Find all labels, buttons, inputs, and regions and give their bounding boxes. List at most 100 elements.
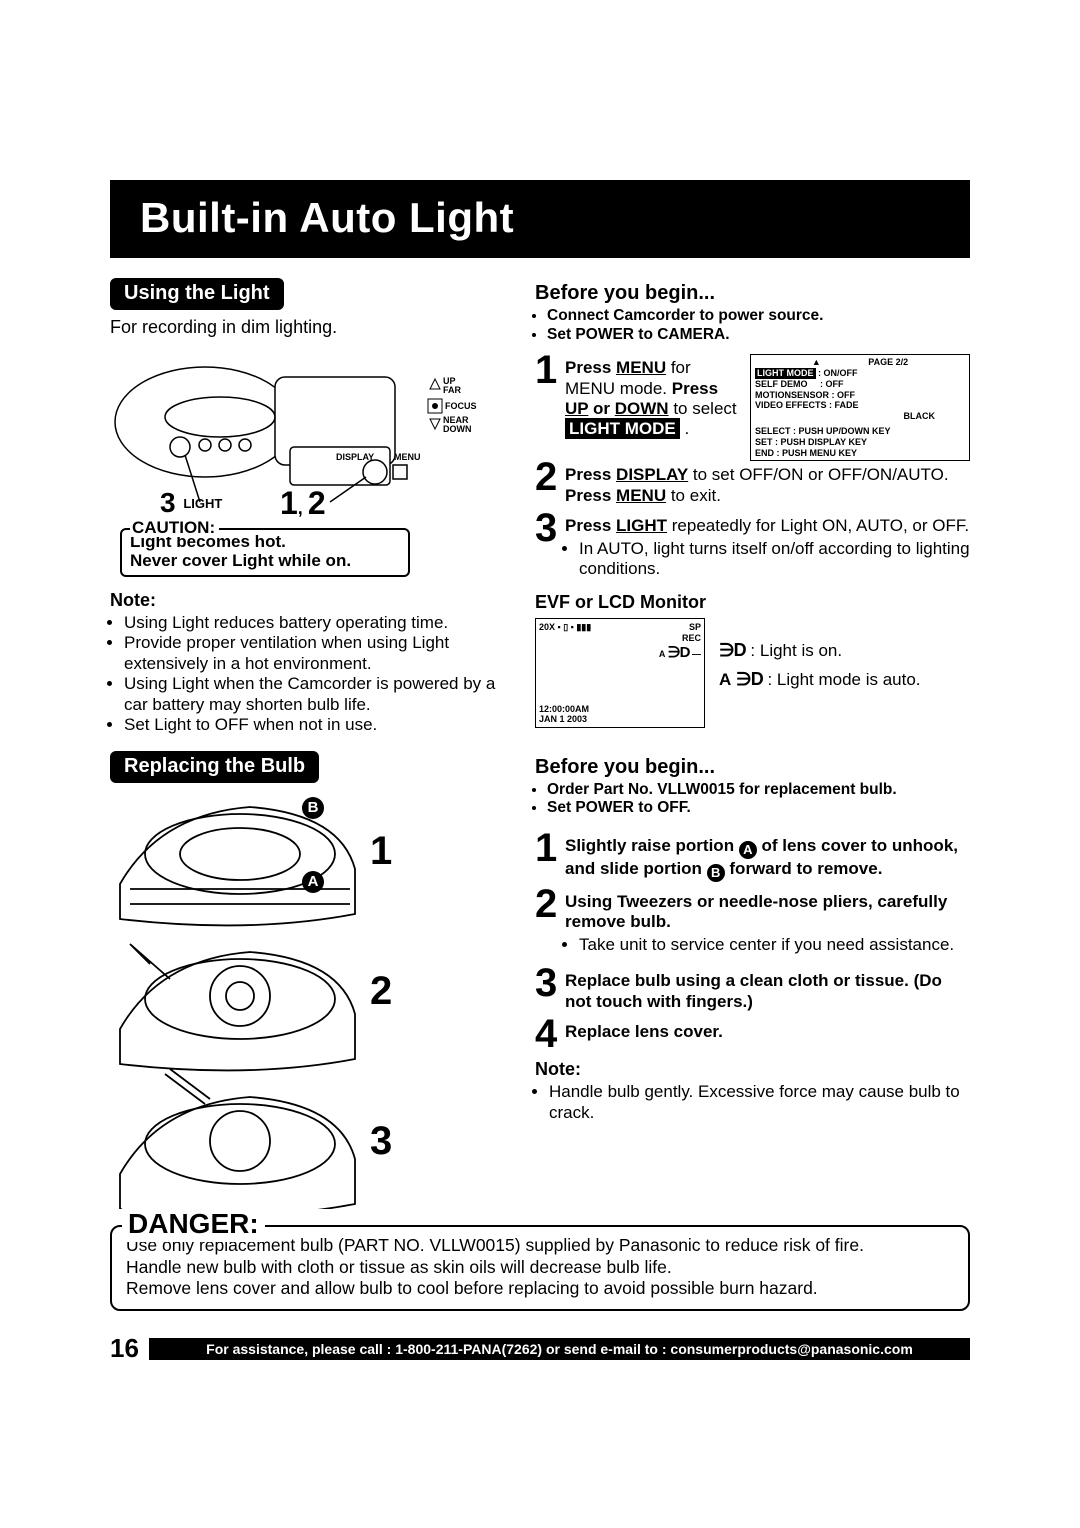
note-label: Note:: [110, 589, 505, 612]
evf-sp: SP: [689, 622, 701, 633]
evf-20x: 20X: [539, 622, 555, 632]
s1a: Press: [565, 358, 616, 377]
diagram-step-12: 1, 2: [280, 485, 326, 522]
s1j: .: [680, 419, 689, 438]
bs1b: A: [739, 841, 757, 859]
evf-rec: REC: [539, 633, 701, 643]
note-item: Using Light when the Camcorder is powere…: [124, 674, 505, 715]
danger-box: DANGER: Use only replacement bulb (PART …: [110, 1225, 970, 1311]
note-item: Set Light to OFF when not in use.: [124, 715, 505, 735]
b2note: Handle bulb gently. Excessive force may …: [549, 1082, 970, 1123]
right-column: Before you begin... Connect Camcorder to…: [535, 278, 970, 1209]
step-3-row: 3 Press LIGHT repeatedly for Light ON, A…: [535, 512, 970, 585]
bulb-svg: [110, 789, 390, 1209]
footer: 16 For assistance, please call : 1-800-2…: [110, 1333, 970, 1364]
manual-page: Built-in Auto Light Using the Light For …: [0, 0, 1080, 1424]
menu-f0: SELECT : PUSH UP/DOWN KEY: [755, 426, 965, 437]
s1f: or: [588, 399, 614, 418]
menu-r4c1: BLACK: [904, 411, 936, 421]
stepnum-2: 2: [535, 461, 561, 506]
left-column: Using the Light For recording in dim lig…: [110, 278, 505, 1209]
bulb-step-1-row: 1 Slightly raise portion A of lens cover…: [535, 832, 970, 882]
note-label-2: Note:: [535, 1058, 970, 1081]
bulb-step-3: 3: [370, 1119, 392, 1164]
note-item: Provide proper ventilation when using Li…: [124, 633, 505, 674]
using-light-intro: For recording in dim lighting.: [110, 316, 505, 339]
menu-r3c1: : FADE: [829, 400, 859, 410]
bstepnum-3: 3: [535, 967, 561, 1012]
svg-text:DISPLAY: DISPLAY: [336, 452, 374, 462]
s3-bullet: In AUTO, light turns itself on/off accor…: [579, 539, 970, 580]
svg-text:MENU: MENU: [394, 452, 421, 462]
s3b: LIGHT: [616, 516, 667, 535]
diagram-light-label: LIGHT: [183, 496, 222, 511]
menu-page: PAGE 2/2: [868, 357, 908, 367]
evf-heading: EVF or LCD Monitor: [535, 591, 970, 614]
danger-legend: DANGER:: [122, 1207, 265, 1241]
page-number: 16: [110, 1333, 139, 1364]
evf-date: JAN 1 2003: [539, 714, 589, 724]
menu-f2: END : PUSH MENU KEY: [755, 448, 965, 459]
s2d: Press: [565, 486, 616, 505]
s2a: Press: [565, 465, 616, 484]
menu-screen: ▲ PAGE 2/2 LIGHT MODE : ON/OFF SELF DEMO…: [750, 354, 970, 461]
s3a: Press: [565, 516, 616, 535]
menu-f1: SET : PUSH DISPLAY KEY: [755, 437, 965, 448]
bulb-step-4-row: 4 Replace lens cover.: [535, 1018, 970, 1050]
s1h: to select: [669, 399, 737, 418]
svg-text:DOWN: DOWN: [443, 424, 472, 434]
bstepnum-4: 4: [535, 1018, 561, 1050]
evf-a: A: [659, 649, 665, 659]
using-light-heading: Using the Light: [110, 278, 284, 310]
s1b: MENU: [616, 358, 666, 377]
evf-time: 12:00:00AM: [539, 704, 589, 714]
bs4: Replace lens cover.: [565, 1018, 970, 1050]
svg-text:FAR: FAR: [443, 385, 462, 395]
menu-r2c1: : OFF: [832, 390, 856, 400]
evf-l2a: A: [719, 670, 731, 689]
danger-p3: Remove lens cover and allow bulb to cool…: [126, 1278, 954, 1299]
step-2-row: 2 Press DISPLAY to set OFF/ON or OFF/ON/…: [535, 461, 970, 506]
before1-b2: Set POWER to CAMERA.: [547, 326, 970, 345]
s3c: repeatedly for Light ON, AUTO, or OFF.: [667, 516, 969, 535]
caution-line2: Never cover Light while on.: [130, 551, 400, 571]
diagram-step-3: 3: [160, 487, 176, 518]
step-1-row: 1 Press MENU for MENU mode. Press UP or …: [535, 354, 740, 440]
stepnum-3: 3: [535, 512, 561, 585]
bstepnum-1: 1: [535, 832, 561, 882]
s2e: MENU: [616, 486, 666, 505]
s2c: to set OFF/ON or OFF/ON/AUTO.: [688, 465, 948, 484]
evf-l1: : Light is on.: [750, 641, 842, 660]
before-begin-1: Before you begin...: [535, 282, 970, 305]
bulb-diagrams: B A 1 2 3: [110, 789, 505, 1209]
bs1e: forward to remove.: [725, 859, 883, 878]
bstepnum-2: 2: [535, 888, 561, 961]
s1i: LIGHT MODE: [565, 418, 680, 439]
content-columns: Using the Light For recording in dim lig…: [110, 278, 970, 1209]
note-item: Using Light reduces battery operating ti…: [124, 613, 505, 633]
using-light-notes: Using Light reduces battery operating ti…: [110, 613, 505, 735]
menu-r2c0: MOTIONSENSOR: [755, 390, 829, 400]
s2f: to exit.: [666, 486, 721, 505]
replacing-bulb-heading: Replacing the Bulb: [110, 751, 319, 783]
bulb-step-2: 2: [370, 969, 392, 1014]
caution-box: CAUTION: Light becomes hot. Never cover …: [120, 528, 410, 577]
bs3: Replace bulb using a clean cloth or tiss…: [565, 967, 970, 1012]
page-title: Built-in Auto Light: [140, 194, 940, 242]
before1-bullets: Connect Camcorder to power source. Set P…: [535, 307, 970, 344]
b2b1: Set POWER to OFF.: [547, 799, 970, 818]
s2b: DISPLAY: [616, 465, 688, 484]
s1d: Press: [672, 379, 718, 398]
bs2: Using Tweezers or needle-nose pliers, ca…: [565, 892, 947, 931]
bs2bul: Take unit to service center if you need …: [579, 935, 970, 955]
bulb-step-2-row: 2 Using Tweezers or needle-nose pliers, …: [535, 888, 970, 961]
menu-r0c0: LIGHT MODE: [755, 368, 816, 379]
before2-bullets: Order Part No. VLLW0015 for replacement …: [535, 781, 970, 818]
menu-r0c1: : ON/OFF: [818, 368, 858, 378]
menu-r1c1: : OFF: [820, 379, 844, 389]
camcorder-diagram: UP FAR FOCUS NEAR DOWN DISPLAY MENU: [110, 347, 505, 522]
menu-r3c0: VIDEO EFFECTS: [755, 400, 827, 410]
menu-r1c0: SELF DEMO: [755, 379, 808, 389]
svg-text:FOCUS: FOCUS: [445, 401, 477, 411]
caution-legend: CAUTION:: [130, 518, 219, 538]
